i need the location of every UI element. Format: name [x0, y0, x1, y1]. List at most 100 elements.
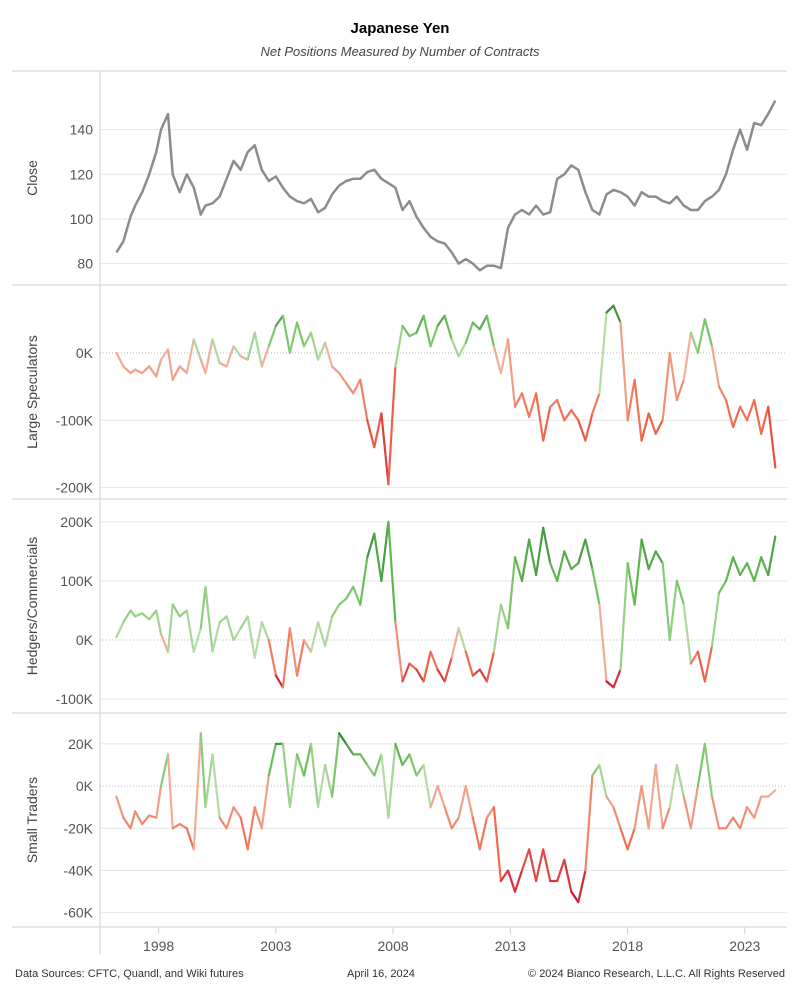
x-tick-label: 2008	[378, 938, 409, 954]
position-series-segment	[192, 338, 202, 361]
position-series-segment	[178, 822, 188, 830]
position-series-segment	[591, 567, 601, 606]
position-series-segment	[710, 591, 721, 648]
position-series-segment	[387, 520, 397, 624]
position-series-segment	[605, 680, 615, 689]
position-series-segment	[415, 668, 425, 683]
position-series-segment	[324, 341, 334, 368]
position-series-segment	[185, 338, 195, 375]
position-series-segment	[654, 550, 664, 565]
position-series-segment	[401, 662, 411, 683]
position-series-segment	[148, 814, 158, 819]
position-series-segment	[745, 806, 756, 819]
position-series-segment	[148, 365, 158, 378]
chart-title: Japanese Yen	[350, 20, 450, 37]
position-series-segment	[520, 848, 531, 872]
position-series-segment	[506, 869, 517, 893]
position-series-segment	[185, 827, 195, 851]
position-series-segment	[471, 816, 481, 851]
position-series-segment	[436, 314, 446, 327]
position-series-segment	[696, 742, 707, 788]
position-series-segment	[542, 405, 552, 442]
position-series-segment	[534, 392, 545, 442]
y-axis-label: Hedgers/Commercials	[24, 537, 40, 675]
position-series-segment	[394, 742, 404, 767]
position-series-segment	[394, 324, 404, 368]
position-series-segment	[134, 612, 144, 618]
position-series-segment	[422, 314, 432, 348]
y-tick-label: -60K	[63, 905, 93, 921]
position-series-segment	[689, 784, 700, 830]
position-series-segment	[753, 556, 763, 583]
position-series-segment	[626, 827, 636, 851]
position-series-segment	[122, 365, 132, 375]
y-tick-label: 100K	[60, 573, 93, 589]
position-series-segment	[485, 806, 495, 819]
position-series-segment	[570, 562, 580, 571]
position-series-segment	[703, 644, 714, 683]
position-series-segment	[225, 615, 235, 642]
position-series-segment	[225, 345, 235, 368]
position-series-segment	[710, 345, 721, 388]
y-tick-label: 140	[70, 122, 94, 138]
position-series-segment	[436, 784, 446, 809]
y-tick-label: -20K	[63, 820, 93, 836]
position-series-segment	[471, 321, 481, 331]
x-axis: 1998 2003 2008 2013 2018 2023	[143, 927, 761, 954]
position-series-segment	[302, 742, 313, 777]
position-series-segment	[457, 341, 467, 358]
position-series-segment	[204, 753, 214, 809]
position-series-segment	[626, 378, 636, 422]
position-series-segment	[668, 579, 678, 642]
position-series-segment	[253, 331, 263, 368]
position-series-segment	[682, 331, 693, 381]
position-series-segment	[338, 597, 348, 606]
position-series-segment	[527, 848, 538, 883]
position-series-segment	[185, 609, 195, 653]
position-series-segment	[661, 562, 671, 642]
position-series-segment	[682, 603, 693, 665]
position-series-segment	[542, 848, 552, 883]
position-series-segment	[738, 562, 749, 577]
position-series-segment	[134, 810, 144, 826]
position-series-segment	[556, 399, 566, 422]
position-series-segment	[211, 753, 221, 819]
position-series-segment	[288, 321, 299, 354]
position-series-segment	[745, 562, 756, 583]
position-series-segment	[710, 795, 721, 830]
position-series-segment	[267, 324, 277, 348]
position-series-segment	[239, 816, 249, 851]
position-series-segment	[703, 742, 714, 798]
x-tick-label: 2013	[495, 938, 526, 954]
position-series-segment	[696, 650, 707, 683]
position-series-segment	[584, 538, 594, 571]
position-series-segment	[478, 668, 488, 683]
position-series-segment	[366, 763, 376, 777]
position-series-segment	[724, 556, 735, 583]
position-series-segment	[654, 763, 664, 830]
x-tick-label: 1998	[143, 938, 174, 954]
position-series-segment	[612, 806, 622, 830]
position-series-segment	[204, 338, 214, 375]
position-series-segment	[192, 732, 202, 851]
position-series-segment	[675, 763, 685, 798]
position-series-segment	[331, 603, 341, 618]
position-series-segment	[471, 668, 481, 677]
position-series-segment	[415, 763, 425, 777]
position-series-segment	[640, 412, 650, 442]
position-series-segment	[738, 405, 749, 422]
position-series-segment	[422, 763, 432, 809]
position-series-segment	[668, 351, 678, 402]
position-series-segment	[331, 365, 341, 375]
y-tick-label: 20K	[68, 736, 94, 752]
position-series-segment	[171, 822, 181, 830]
position-series-segment	[373, 412, 383, 449]
position-series-segment	[577, 538, 587, 565]
position-series-segment	[345, 585, 355, 600]
position-series-segment	[724, 399, 735, 429]
position-series-segment	[380, 520, 390, 583]
position-series-segment	[302, 331, 313, 348]
copyright-note: © 2024 Bianco Research, L.L.C. All Right…	[528, 968, 785, 980]
data-sources-note: Data Sources: CFTC, Quandl, and Wiki fut…	[15, 968, 244, 980]
